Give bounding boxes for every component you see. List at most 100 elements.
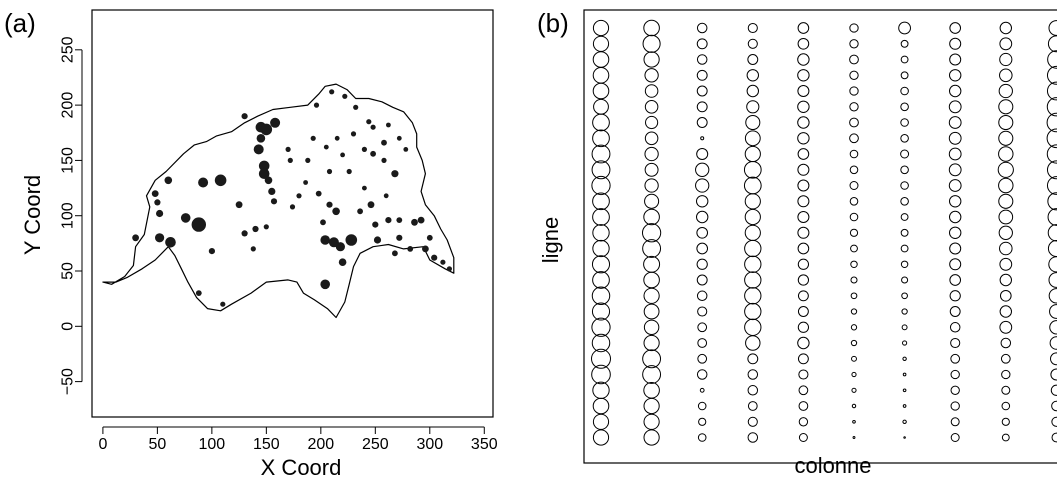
bubble xyxy=(1046,128,1057,149)
bubble xyxy=(948,163,962,177)
bubble xyxy=(1047,35,1057,53)
bubble xyxy=(644,178,659,193)
bubble xyxy=(849,70,859,80)
bubble xyxy=(849,23,859,33)
bubble xyxy=(747,353,759,365)
bubble xyxy=(592,271,610,289)
data-point xyxy=(396,135,402,141)
data-point xyxy=(367,201,375,209)
bubble xyxy=(592,239,610,258)
x-tick-label: 250 xyxy=(362,436,389,453)
bubble xyxy=(1046,65,1057,85)
bubble xyxy=(696,290,708,302)
bubble xyxy=(949,84,962,98)
bubble xyxy=(696,147,709,161)
bubble xyxy=(852,419,856,424)
bubble xyxy=(948,131,962,145)
bubble xyxy=(901,292,908,300)
y-tick-label: 50 xyxy=(60,262,77,280)
bubble xyxy=(1048,20,1057,36)
data-point xyxy=(320,279,331,290)
x-axis-label: X Coord xyxy=(261,455,342,478)
bubble xyxy=(851,387,857,393)
bubble xyxy=(999,273,1012,287)
bubble xyxy=(591,317,611,337)
data-point xyxy=(440,259,446,265)
y-axis-label: Y Coord xyxy=(20,175,45,255)
bubble xyxy=(696,195,709,208)
y-tick-label: 150 xyxy=(60,147,77,174)
data-point xyxy=(285,146,291,152)
bubble xyxy=(743,160,762,179)
bubble xyxy=(900,260,909,269)
bubble xyxy=(591,160,611,180)
data-point xyxy=(334,135,340,141)
data-point xyxy=(258,160,270,172)
bubble xyxy=(746,84,759,98)
bubble xyxy=(902,372,907,377)
bubble xyxy=(797,179,810,192)
bubble xyxy=(643,19,660,37)
bubble xyxy=(949,69,962,82)
bubble xyxy=(1046,144,1057,164)
bubble xyxy=(902,340,908,346)
bubble xyxy=(900,118,909,127)
x-tick-label: 100 xyxy=(199,436,226,453)
bubble xyxy=(747,369,759,380)
bubble xyxy=(948,100,962,114)
bubble xyxy=(949,53,962,66)
bubble xyxy=(950,337,961,349)
bubble xyxy=(1051,432,1057,443)
data-point xyxy=(326,201,333,208)
bubble xyxy=(1001,417,1010,426)
bubble xyxy=(1050,368,1057,381)
data-point xyxy=(263,224,269,230)
bubble xyxy=(849,149,859,159)
bubble xyxy=(998,193,1014,209)
country-outline xyxy=(102,83,455,319)
bubble xyxy=(798,433,808,442)
bubble xyxy=(998,177,1014,194)
data-point xyxy=(370,124,376,130)
bubble xyxy=(797,53,810,66)
bubble xyxy=(798,385,809,396)
data-point xyxy=(313,102,320,108)
bubble xyxy=(696,117,708,128)
bubble xyxy=(744,208,761,226)
bubble xyxy=(900,228,909,237)
bubble xyxy=(643,51,660,68)
bubble xyxy=(849,133,859,144)
bubble xyxy=(797,163,810,176)
bubble xyxy=(1046,112,1057,133)
data-point xyxy=(214,174,227,187)
bubble xyxy=(1046,81,1057,101)
bubble xyxy=(998,130,1014,146)
bubble xyxy=(999,52,1013,67)
bubble xyxy=(903,436,906,439)
bubble xyxy=(949,290,961,302)
bubble xyxy=(999,241,1013,256)
bubble xyxy=(902,356,907,362)
bubble xyxy=(797,336,810,350)
bubble xyxy=(1048,256,1057,273)
data-point xyxy=(156,209,164,218)
data-point xyxy=(310,135,316,141)
bubble xyxy=(1051,400,1057,412)
bubble xyxy=(744,255,762,273)
bubble xyxy=(747,38,758,49)
data-point xyxy=(422,245,429,253)
x-tick-label: 200 xyxy=(307,436,334,453)
bubble xyxy=(746,69,759,82)
bubble xyxy=(1047,50,1057,69)
bubble xyxy=(900,102,909,112)
swiss-boundary-layer xyxy=(102,83,455,319)
bubble xyxy=(744,302,762,321)
data-point xyxy=(332,207,340,216)
data-point xyxy=(357,208,363,215)
bubble xyxy=(1001,369,1011,380)
x-tick-label: 0 xyxy=(98,436,107,453)
bubble xyxy=(998,225,1013,240)
bubble xyxy=(642,34,661,53)
bubble xyxy=(797,321,810,333)
data-point xyxy=(252,225,259,233)
